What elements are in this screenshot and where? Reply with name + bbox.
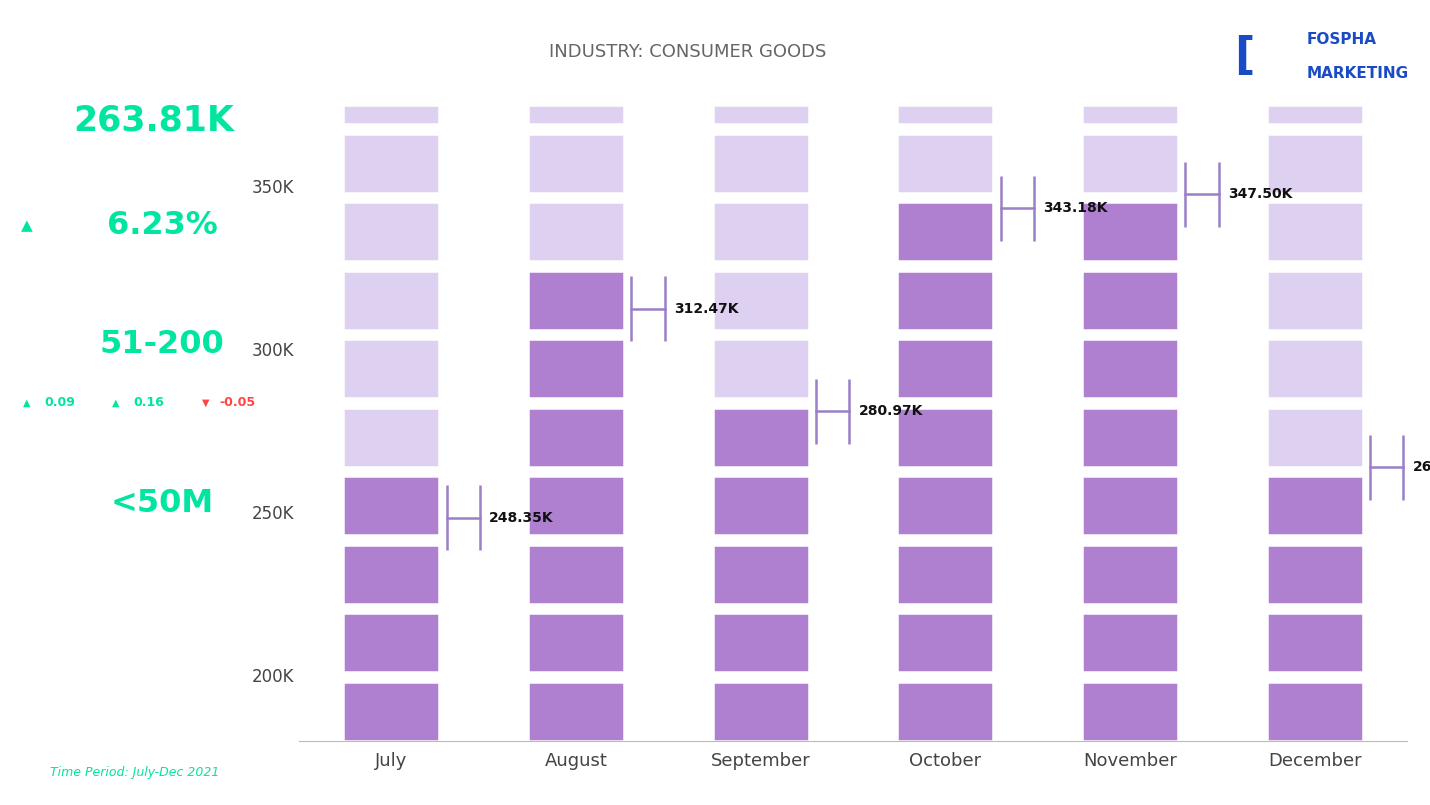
Text: MARKETING: MARKETING [1307,66,1409,80]
Bar [712,477,808,535]
Bar [343,105,439,124]
Bar [343,545,439,604]
Bar [898,340,994,398]
Bar [528,408,623,467]
Text: 263.81K: 263.81K [1413,460,1430,474]
Text: ❤: ❤ [20,336,34,353]
Bar [528,477,623,535]
Text: 0.09: 0.09 [44,396,74,409]
Bar [1083,271,1178,330]
Bar [712,203,808,261]
Bar [343,477,439,535]
Text: FOSPHA: FOSPHA [1307,32,1377,47]
Bar [898,408,994,467]
Bar [1083,408,1178,467]
Bar [1083,477,1178,535]
Bar [343,271,439,330]
Bar [898,682,994,741]
Bar [343,613,439,672]
Bar [1083,340,1178,398]
Bar [1267,271,1363,330]
Text: 6.23%: 6.23% [107,210,217,241]
Bar [1267,545,1363,604]
Bar [898,203,994,261]
Text: 6m Growth: 6m Growth [19,419,73,428]
Bar [1083,203,1178,261]
Text: ▲: ▲ [113,398,120,407]
Bar [528,271,623,330]
Bar [528,613,623,672]
Bar [528,682,623,741]
Bar [1267,203,1363,261]
Bar [712,613,808,672]
Bar [898,545,994,604]
Bar [1267,477,1363,535]
Text: 347.50K: 347.50K [1228,188,1293,201]
Text: 1y Growth: 1y Growth [110,419,160,428]
Bar [1267,682,1363,741]
Bar [1267,613,1363,672]
Text: ▲: ▲ [21,218,33,233]
Text: <50M: <50M [110,488,214,518]
Bar [898,613,994,672]
Text: 343.18K: 343.18K [1044,201,1108,216]
Text: ▲: ▲ [23,398,31,407]
Bar [528,545,623,604]
Text: ▼: ▼ [202,398,209,407]
Bar [712,340,808,398]
Bar [712,408,808,467]
Text: 280.97K: 280.97K [858,404,922,419]
Text: 263.81K: 263.81K [73,104,235,138]
Bar [1267,105,1363,124]
Text: -0.05: -0.05 [220,396,256,409]
Text: December 2021 Avg: December 2021 Avg [86,167,212,176]
Bar [898,271,994,330]
Bar [1083,682,1178,741]
Bar [898,105,994,124]
Bar [528,203,623,261]
Bar [712,682,808,741]
Text: 2y Growth: 2y Growth [199,419,249,428]
Bar [712,105,808,124]
Bar [528,105,623,124]
Text: 51-200: 51-200 [100,329,225,360]
Text: [: [ [1234,35,1256,78]
Text: 0.16: 0.16 [133,396,164,409]
Bar [1083,134,1178,192]
Text: 248.35K: 248.35K [489,510,553,525]
Bar [343,203,439,261]
Bar [1267,340,1363,398]
Text: ©: © [19,494,36,512]
Text: Traffic Growth Rate: Traffic Growth Rate [73,248,225,262]
Text: Revenue: Revenue [114,524,183,539]
Bar [343,340,439,398]
Text: Company Size: Company Size [94,365,203,380]
Text: Daily Website Traffic: Daily Website Traffic [67,146,229,160]
Bar [528,134,623,192]
Text: 312.47K: 312.47K [674,302,738,316]
Bar [1083,545,1178,604]
Bar [343,408,439,467]
Bar [898,134,994,192]
Bar [898,477,994,535]
Text: ⚲: ⚲ [20,108,33,126]
Bar [1083,105,1178,124]
Bar [343,134,439,192]
Bar [712,134,808,192]
Bar [1267,408,1363,467]
Bar [1267,134,1363,192]
Bar [528,340,623,398]
Bar [712,545,808,604]
Bar [712,271,808,330]
Text: INDUSTRY: CONSUMER GOODS: INDUSTRY: CONSUMER GOODS [549,43,827,61]
Bar [1083,613,1178,672]
Text: Time Period: July-Dec 2021: Time Period: July-Dec 2021 [50,766,220,779]
Bar [343,682,439,741]
